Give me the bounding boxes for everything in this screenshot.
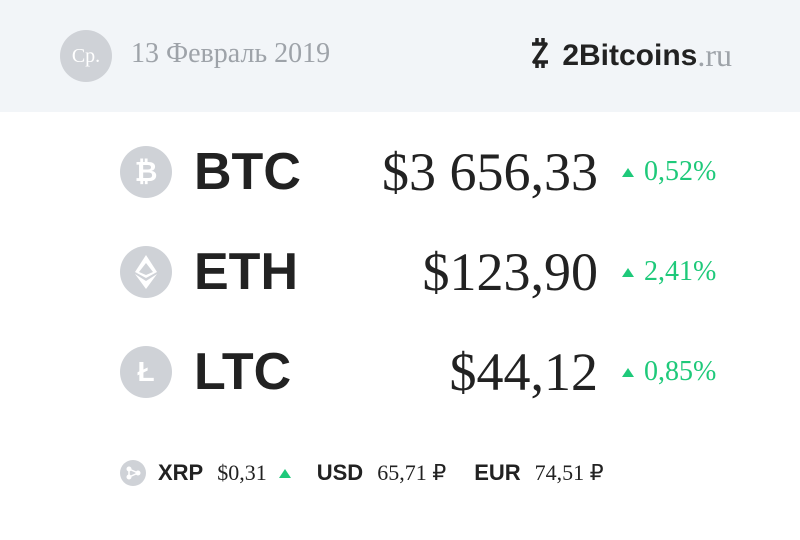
arrow-up-icon — [622, 167, 634, 177]
coin-ticker: ETH — [194, 243, 298, 301]
arrow-up-icon — [278, 468, 291, 478]
coin-change: 0,85% — [622, 356, 716, 388]
xrp-price: $0,31 — [217, 460, 267, 485]
coin-price: $44,12 — [449, 342, 599, 402]
coin-change: 2,41% — [622, 256, 716, 288]
usd-value: 65,71 ₽ — [377, 460, 447, 485]
coin-price: $3 656,33 — [382, 142, 598, 202]
xrp-ticker: XRP — [158, 460, 204, 485]
logo-brand: 2Bitcoins — [562, 38, 698, 72]
coin-ticker: BTC — [194, 143, 301, 201]
logo[interactable]: 2Bitcoins .ru — [528, 36, 732, 75]
change-value: 2,41% — [644, 256, 717, 287]
coin-row-btc: ₿ BTC $3 656,33 0,52% — [0, 142, 800, 202]
ethereum-icon — [120, 246, 172, 298]
coin-row-ltc: Ł LTC $44,12 0,85% — [0, 342, 800, 402]
date: 13 Февраль 2019 — [131, 38, 331, 69]
header: Ср. 13 Февраль 2019 2Bitcoins .ru — [0, 0, 800, 112]
ripple-icon — [120, 460, 146, 486]
coin-price: $123,90 — [422, 242, 599, 302]
arrow-up-icon — [622, 267, 634, 277]
coin-ticker: LTC — [194, 343, 292, 401]
usd-ticker: USD — [316, 460, 364, 485]
arrow-up-icon — [622, 367, 634, 377]
eur-ticker: EUR — [474, 460, 521, 485]
change-value: 0,52% — [644, 156, 717, 187]
weekday-badge: Ср. — [60, 30, 112, 82]
logo-tld: .ru — [697, 37, 732, 73]
bitcoin-logo-icon — [528, 36, 552, 75]
bitcoin-icon: ₿ — [120, 146, 172, 198]
coin-change: 0,52% — [622, 156, 716, 188]
eur-value: 74,51 ₽ — [534, 460, 604, 485]
litecoin-icon: Ł — [120, 346, 172, 398]
change-value: 0,85% — [644, 356, 717, 387]
coin-row-eth: ETH $123,90 2,41% — [0, 242, 800, 302]
bottom-ticker-bar: XRP $0,31 USD 65,71 ₽ EUR 74,51 ₽ — [120, 458, 616, 488]
